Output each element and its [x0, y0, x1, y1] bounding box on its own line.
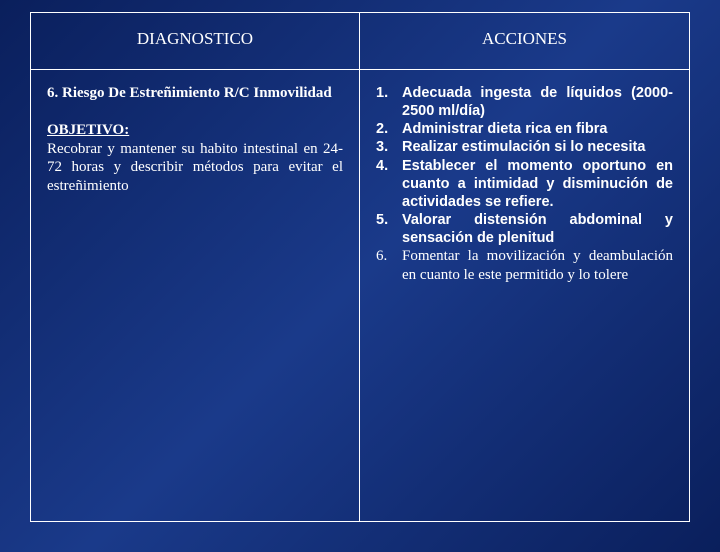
item-number: 5. [376, 211, 402, 247]
diagnostico-cell: 6. Riesgo De Estreñimiento R/C Inmovilid… [31, 70, 360, 521]
actions-list: 1. Adecuada ingesta de líquidos (2000-25… [376, 84, 673, 285]
item-number: 4. [376, 157, 402, 211]
item-number: 1. [376, 84, 402, 120]
item-text: Realizar estimulación si lo necesita [402, 138, 673, 156]
item-number: 2. [376, 120, 402, 138]
table-header-row: DIAGNOSTICO ACCIONES [31, 13, 689, 70]
item-text: Valorar distensión abdominal y sensación… [402, 211, 673, 247]
list-item: 3. Realizar estimulación si lo necesita [376, 138, 673, 156]
item-text: Adecuada ingesta de líquidos (2000-2500 … [402, 84, 673, 120]
list-item: 6. Fomentar la movilización y deambulaci… [376, 247, 673, 285]
item-number: 3. [376, 138, 402, 156]
item-number: 6. [376, 247, 402, 285]
item-text: Establecer el momento oportuno en cuanto… [402, 157, 673, 211]
list-item: 2. Administrar dieta rica en fibra [376, 120, 673, 138]
objetivo-block: OBJETIVO: Recobrar y mantener su habito … [47, 121, 343, 196]
header-acciones: ACCIONES [360, 13, 689, 69]
list-item: 1. Adecuada ingesta de líquidos (2000-25… [376, 84, 673, 120]
list-item: 5. Valorar distensión abdominal y sensac… [376, 211, 673, 247]
item-text: Fomentar la movilización y deambulación … [402, 247, 673, 285]
objetivo-label: OBJETIVO: [47, 122, 129, 138]
nursing-plan-table: DIAGNOSTICO ACCIONES 6. Riesgo De Estreñ… [30, 12, 690, 522]
diagnostico-title: 6. Riesgo De Estreñimiento R/C Inmovilid… [47, 84, 343, 103]
item-text: Administrar dieta rica en fibra [402, 120, 673, 138]
acciones-cell: 1. Adecuada ingesta de líquidos (2000-25… [360, 70, 689, 521]
objetivo-text: Recobrar y mantener su habito intestinal… [47, 140, 343, 196]
table-body-row: 6. Riesgo De Estreñimiento R/C Inmovilid… [31, 70, 689, 521]
list-item: 4. Establecer el momento oportuno en cua… [376, 157, 673, 211]
header-diagnostico: DIAGNOSTICO [31, 13, 360, 69]
